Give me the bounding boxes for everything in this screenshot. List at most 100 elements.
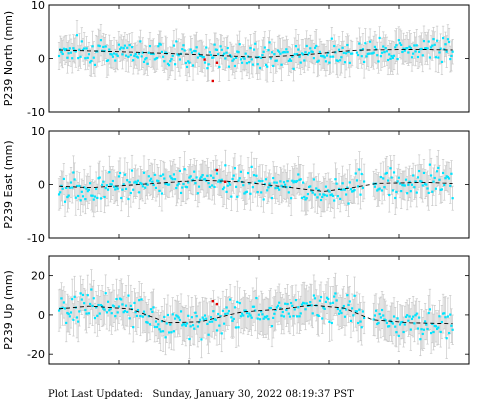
data-point	[273, 181, 276, 184]
data-point	[400, 43, 403, 46]
data-point	[157, 323, 160, 326]
data-point	[63, 307, 67, 310]
data-point	[359, 193, 362, 196]
data-point	[431, 44, 434, 47]
data-point	[353, 294, 356, 297]
data-point	[242, 314, 245, 317]
data-point	[404, 47, 408, 50]
data-point	[218, 179, 221, 182]
data-point	[129, 53, 132, 56]
data-point	[357, 185, 360, 188]
data-point	[74, 196, 77, 199]
data-point	[193, 327, 196, 330]
data-point	[152, 183, 155, 187]
data-point	[331, 194, 335, 197]
data-point	[443, 312, 446, 315]
y-tick-label: 0	[38, 309, 45, 322]
data-point	[258, 180, 262, 183]
data-point	[305, 197, 308, 200]
data-point	[213, 318, 216, 321]
data-point	[115, 53, 118, 56]
data-point	[173, 178, 177, 181]
data-point	[415, 44, 418, 47]
data-point	[72, 47, 75, 50]
data-point	[182, 182, 185, 186]
data-point	[331, 55, 335, 58]
data-point	[262, 198, 265, 201]
data-point	[111, 179, 114, 183]
data-point	[223, 52, 226, 55]
data-point	[322, 193, 325, 196]
data-point	[189, 325, 192, 328]
data-point	[305, 302, 308, 305]
data-point	[322, 306, 325, 309]
data-point	[166, 183, 170, 186]
data-point	[118, 297, 122, 300]
data-point	[233, 167, 237, 170]
data-point	[354, 172, 357, 175]
data-point	[425, 183, 428, 186]
data-point	[200, 175, 203, 178]
data-point	[237, 326, 240, 329]
data-point	[274, 59, 277, 62]
data-point	[110, 183, 113, 186]
data-point	[445, 175, 448, 178]
data-point	[385, 50, 388, 53]
data-point	[126, 46, 129, 49]
data-point	[252, 174, 256, 177]
data-point	[75, 34, 79, 37]
data-point	[279, 52, 282, 55]
data-point	[179, 191, 183, 195]
data-point	[309, 300, 312, 304]
data-point	[258, 318, 262, 321]
plot-area-3	[57, 269, 454, 360]
data-point	[390, 176, 393, 179]
data-point	[226, 46, 229, 50]
data-point	[288, 315, 292, 318]
data-point	[421, 184, 424, 187]
data-point	[85, 312, 88, 315]
data-point	[126, 310, 129, 314]
data-point	[285, 186, 288, 189]
data-point	[334, 178, 337, 181]
data-point	[214, 48, 217, 51]
data-point	[304, 198, 307, 201]
data-point	[218, 65, 221, 69]
data-point	[302, 53, 305, 56]
data-point	[171, 178, 174, 181]
data-point	[200, 54, 203, 57]
data-point	[440, 188, 443, 191]
data-point	[115, 185, 118, 188]
data-point	[230, 316, 233, 319]
data-point	[173, 63, 177, 66]
data-point	[63, 48, 67, 52]
data-point	[205, 46, 208, 49]
data-point	[163, 315, 166, 319]
data-point	[240, 61, 244, 64]
data-point	[168, 183, 171, 186]
model-line-2	[58, 179, 453, 192]
data-point	[435, 39, 439, 42]
data-point	[78, 184, 81, 188]
data-point	[300, 52, 304, 55]
data-point	[347, 50, 350, 53]
data-point	[380, 308, 384, 312]
data-point	[145, 320, 148, 324]
data-point	[370, 52, 373, 55]
data-point	[383, 50, 386, 54]
data-point	[416, 176, 420, 179]
data-point	[97, 177, 100, 180]
data-point	[116, 54, 119, 57]
data-point	[185, 65, 189, 69]
data-point	[432, 38, 435, 41]
data-point	[141, 185, 144, 188]
data-point	[388, 53, 391, 56]
data-point	[209, 53, 213, 57]
data-point	[256, 317, 259, 320]
data-points-1	[57, 34, 454, 70]
data-point	[105, 184, 109, 187]
data-point	[266, 315, 269, 318]
data-point	[382, 314, 385, 317]
data-point	[392, 54, 396, 57]
